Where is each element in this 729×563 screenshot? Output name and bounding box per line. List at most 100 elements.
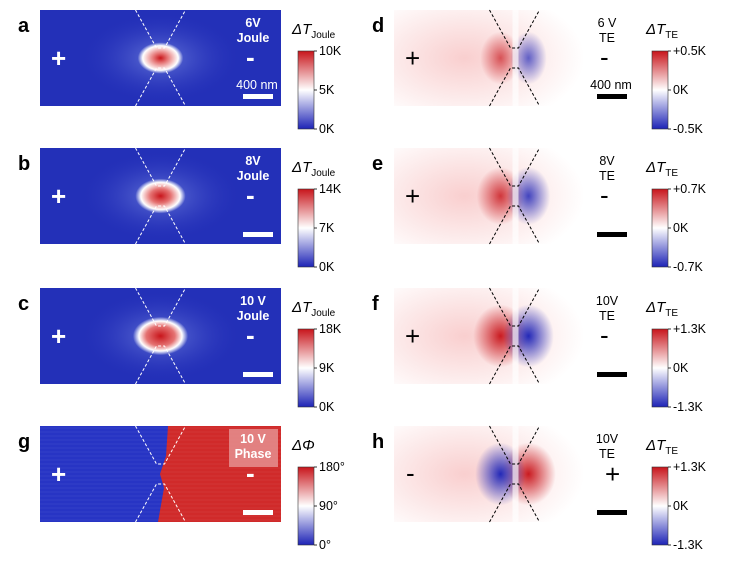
colorbar-tick: 0K	[673, 221, 689, 235]
plus-terminal: +	[405, 43, 420, 73]
mode-label: TE	[599, 31, 615, 45]
contact-outline-top	[489, 147, 540, 187]
hotspot	[132, 316, 189, 356]
scalebar	[243, 94, 273, 99]
mode-label: Joule	[237, 309, 270, 323]
contact-outline-top	[135, 425, 186, 465]
mode-label: TE	[599, 447, 615, 461]
colorbar-title: ΔΦ	[291, 437, 315, 454]
scalebar	[597, 510, 627, 515]
colorbar-tick: +1.3K	[673, 460, 707, 474]
minus-terminal: -	[246, 180, 255, 210]
colorbar-title: ΔTJoule	[291, 299, 336, 319]
contact-outline-bottom	[135, 483, 186, 523]
colorbar-tick: -1.3K	[673, 400, 704, 414]
scalebar	[243, 510, 273, 515]
panel-label: c	[18, 293, 29, 315]
scalebar	[243, 372, 273, 377]
panel-d: d + - 6 VTE 400 nm ΔTTE +0.5K 0K -0.5K	[372, 9, 707, 136]
colorbar-scale	[651, 188, 669, 268]
colorbar-tick: 14K	[319, 182, 342, 196]
panel-label: d	[372, 15, 384, 37]
colorbar-tick: -1.3K	[673, 538, 704, 552]
scalebar-label: 400 nm	[236, 78, 278, 92]
plus-terminal: +	[51, 321, 66, 351]
colorbar: ΔTTE +1.3K 0K -1.3K	[645, 299, 707, 414]
colorbar-tick: 180°	[319, 460, 345, 474]
contact-outline-bottom	[489, 483, 540, 523]
plus-terminal: +	[51, 43, 66, 73]
panel-label: b	[18, 153, 30, 175]
cold-lobe	[510, 31, 547, 85]
voltage-label: 10 V	[240, 432, 266, 446]
contact-outline-bottom	[489, 67, 540, 107]
thermal-map	[394, 10, 635, 106]
voltage-label: 6 V	[598, 16, 617, 30]
scalebar	[597, 94, 627, 99]
voltage-label: 10V	[596, 432, 619, 446]
hotspot	[137, 42, 184, 74]
plus-terminal: +	[605, 459, 620, 489]
panel-label: f	[372, 293, 379, 315]
colorbar-title: ΔTTE	[645, 159, 678, 179]
thermal-map	[40, 288, 281, 384]
colorbar-tick: 5K	[319, 83, 335, 97]
scalebar	[597, 372, 627, 377]
colorbar: ΔTTE +0.5K 0K -0.5K	[645, 21, 707, 136]
colorbar: ΔTJoule 10K 5K 0K	[291, 21, 342, 136]
mode-label: TE	[599, 309, 615, 323]
contact-outline-bottom	[135, 67, 186, 107]
mode-label: Joule	[237, 169, 270, 183]
contact-outline-top	[489, 425, 540, 465]
colorbar-tick: 18K	[319, 322, 342, 336]
colorbar-tick: -0.5K	[673, 122, 704, 136]
voltage-label: 8V	[599, 154, 615, 168]
contact-outline-top	[489, 287, 540, 327]
mode-label: TE	[599, 169, 615, 183]
cold-lobe	[503, 304, 554, 368]
colorbar-tick: 10K	[319, 44, 342, 58]
panel-label: a	[18, 15, 30, 37]
minus-terminal: -	[246, 42, 255, 72]
hotspot	[135, 178, 186, 214]
colorbar-title: ΔTJoule	[291, 159, 336, 179]
minus-terminal: -	[600, 42, 609, 72]
scalebar	[597, 232, 627, 237]
colorbar-tick: 0K	[319, 260, 335, 274]
colorbar: ΔTJoule 14K 7K 0K	[291, 159, 342, 274]
thermal-map	[394, 426, 635, 522]
colorbar-tick: 0K	[673, 499, 689, 513]
colorbar-scale	[651, 466, 669, 546]
contact-outline-top	[135, 9, 186, 49]
plus-terminal: +	[51, 459, 66, 489]
colorbar: ΔTJoule 18K 9K 0K	[291, 299, 342, 414]
thermal-map	[394, 148, 635, 244]
colorbar: ΔΦ 180° 90° 0°	[291, 437, 345, 552]
mode-label: Phase	[235, 447, 272, 461]
scalebar-label: 400 nm	[590, 78, 632, 92]
colorbar-tick: 0K	[319, 122, 335, 136]
colorbar-scale	[297, 466, 315, 546]
voltage-label: 8V	[245, 154, 261, 168]
voltage-label: 10 V	[240, 294, 266, 308]
mode-label: Joule	[237, 31, 270, 45]
contact-outline-top	[135, 147, 186, 187]
colorbar-scale	[297, 188, 315, 268]
contact-outline-bottom	[489, 205, 540, 245]
colorbar-title: ΔTJoule	[291, 21, 336, 41]
hot-lobe	[480, 31, 521, 85]
colorbar: ΔTTE +0.7K 0K -0.7K	[645, 159, 707, 274]
colorbar-title: ΔTTE	[645, 21, 678, 41]
plus-terminal: +	[405, 321, 420, 351]
minus-terminal: -	[600, 180, 609, 210]
contact-outline-bottom	[135, 345, 186, 385]
minus-terminal: -	[600, 320, 609, 350]
colorbar-title: ΔTTE	[645, 437, 678, 457]
minus-terminal: -	[246, 320, 255, 350]
